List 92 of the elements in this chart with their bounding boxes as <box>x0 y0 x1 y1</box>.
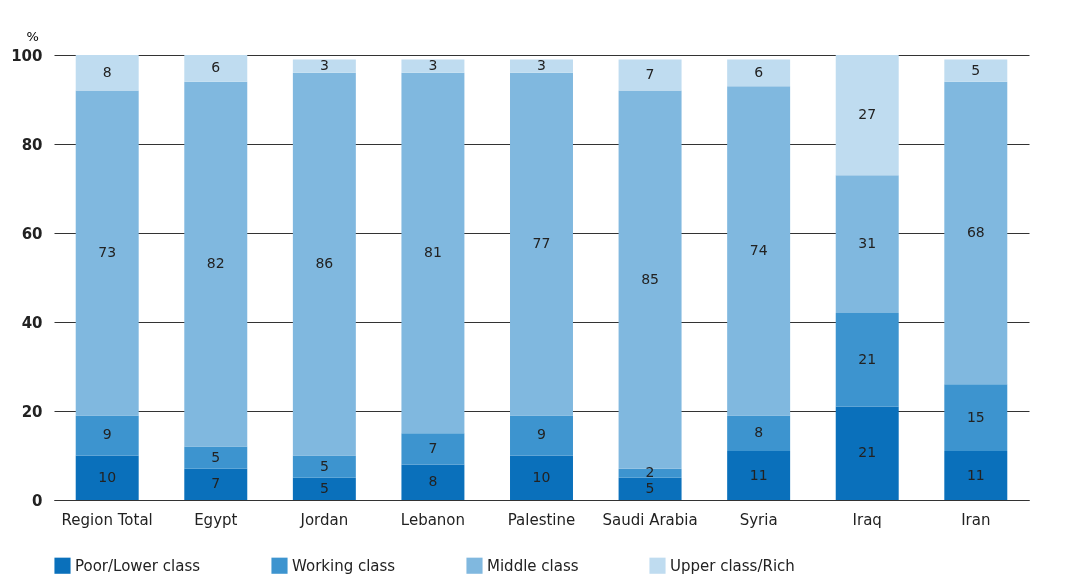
bar <box>292 477 356 500</box>
data-label: 21 <box>858 444 877 461</box>
data-label: 9 <box>102 426 112 443</box>
x-tick-label: Egypt <box>194 510 238 529</box>
legend-label: Upper class/Rich <box>670 556 795 575</box>
data-label: 77 <box>532 235 551 252</box>
x-tick-label: Iraq <box>852 510 882 529</box>
bar <box>618 59 682 91</box>
bar <box>618 90 682 469</box>
data-label: 9 <box>537 426 546 443</box>
x-tick-label: Jordan <box>299 510 349 529</box>
x-tick-label: Saudi Arabia <box>602 510 698 529</box>
data-label: 73 <box>98 244 117 261</box>
bar <box>401 464 465 500</box>
data-label: 86 <box>315 255 334 272</box>
bar <box>75 415 139 456</box>
legend-label: Poor/Lower class <box>75 556 201 575</box>
data-label: 6 <box>754 63 764 80</box>
bar <box>510 415 573 456</box>
bar <box>401 59 465 73</box>
bar <box>835 406 899 500</box>
data-label: 3 <box>319 57 329 74</box>
data-label: 85 <box>641 270 659 287</box>
bar <box>510 455 573 500</box>
y-tick-label: 40 <box>21 313 43 332</box>
bar <box>292 59 356 73</box>
x-tick-label: Region Total <box>61 510 153 529</box>
bar <box>727 451 791 500</box>
bar <box>401 433 465 465</box>
legend-label: Working class <box>292 556 396 575</box>
bar <box>75 90 139 416</box>
data-label: 7 <box>211 475 221 492</box>
bar <box>75 455 139 500</box>
data-label: 15 <box>966 408 985 425</box>
bar <box>292 72 356 456</box>
data-label: 68 <box>966 224 985 240</box>
data-label: 27 <box>858 106 877 123</box>
y-tick-label: 0 <box>32 491 43 510</box>
bar <box>727 415 791 452</box>
bar <box>835 313 899 407</box>
bar <box>292 455 356 478</box>
x-tick-label: Palestine <box>507 510 576 529</box>
data-label: 3 <box>537 57 546 74</box>
data-label: 5 <box>319 457 329 474</box>
data-label: 2 <box>645 464 655 481</box>
legend-label: Middle class <box>487 556 579 575</box>
bar <box>835 175 899 314</box>
y-tick-label: 100 <box>11 46 43 65</box>
data-label: 8 <box>102 63 112 80</box>
bar <box>184 81 248 447</box>
data-label: 6 <box>211 59 221 76</box>
data-label: 31 <box>858 235 877 252</box>
bar <box>944 384 1008 452</box>
data-label: 82 <box>206 255 225 272</box>
bar <box>75 55 139 91</box>
data-label: 74 <box>749 241 768 258</box>
data-label: 5 <box>211 448 221 465</box>
data-label: 3 <box>428 57 438 74</box>
x-tick-label: Syria <box>739 510 778 529</box>
data-label: 10 <box>98 468 117 485</box>
bar <box>727 86 791 416</box>
data-label: 11 <box>966 466 985 483</box>
data-label: 81 <box>424 244 442 261</box>
data-label: 7 <box>645 66 655 83</box>
data-label: 8 <box>428 473 438 490</box>
y-tick-label: 20 <box>21 402 43 421</box>
bar <box>727 59 791 87</box>
bar <box>510 72 573 416</box>
bar <box>184 468 248 500</box>
y-axis-title: % <box>26 28 39 44</box>
bar <box>618 468 682 478</box>
data-label: 8 <box>754 424 764 441</box>
x-tick-label: Iran <box>961 510 991 529</box>
bar <box>944 451 1008 500</box>
data-label: 21 <box>858 350 877 367</box>
x-tick-label: Lebanon <box>400 510 466 529</box>
y-tick-label: 80 <box>21 135 43 154</box>
data-label: 5 <box>971 61 981 78</box>
data-label: 5 <box>645 479 655 496</box>
y-tick-label: 60 <box>21 224 43 243</box>
bar <box>835 55 899 176</box>
bar <box>401 72 465 434</box>
bar <box>184 446 248 469</box>
bar <box>944 59 1008 82</box>
data-label: 10 <box>532 468 551 485</box>
data-label: 7 <box>428 439 438 456</box>
bar <box>184 55 248 82</box>
data-label: 11 <box>749 466 768 483</box>
bar <box>510 59 573 73</box>
bar <box>618 477 682 500</box>
bar <box>944 81 1008 385</box>
data-label: 5 <box>319 479 329 496</box>
